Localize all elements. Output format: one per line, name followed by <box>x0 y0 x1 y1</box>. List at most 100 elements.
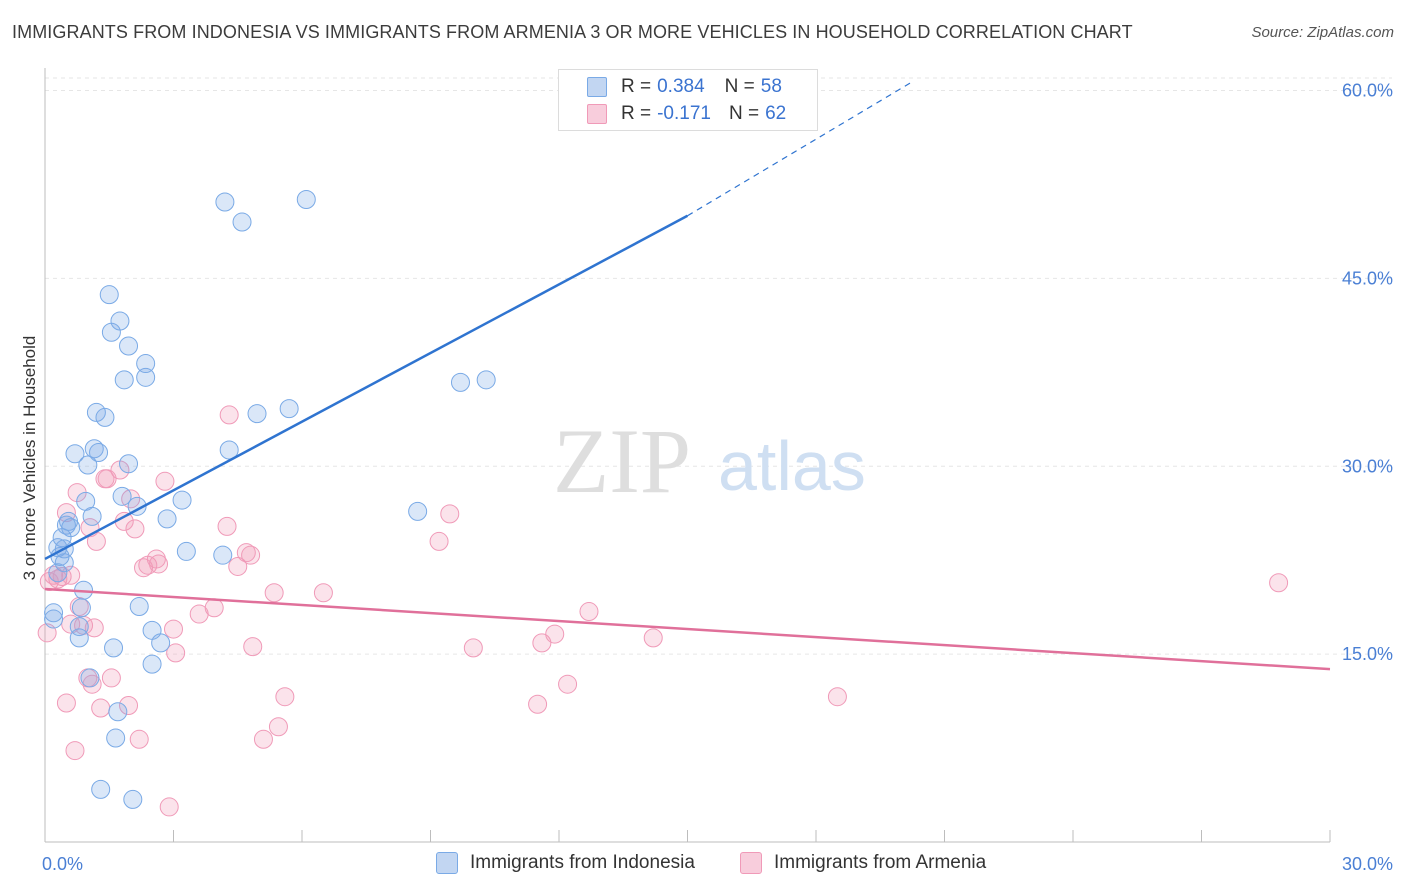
indonesia-point <box>48 563 68 583</box>
armenia-point <box>558 674 578 694</box>
tick-labels: 15.0% 30.0% 45.0% 60.0% 0.0% 30.0% <box>42 81 1393 874</box>
indonesia-point <box>296 189 316 209</box>
indonesia-point <box>129 597 149 617</box>
armenia-point <box>91 698 111 718</box>
legend-row-armenia: R = -0.171 N = 62 <box>587 101 786 127</box>
armenia-legend-swatch <box>740 852 762 874</box>
indonesia-point <box>136 354 156 374</box>
indonesia-point <box>71 598 91 618</box>
watermark-atlas: atlas <box>718 427 866 505</box>
indonesia-point <box>123 789 143 809</box>
indonesia-point <box>69 617 89 637</box>
armenia-point <box>827 687 847 707</box>
indonesia-point <box>91 779 111 799</box>
armenia-point <box>313 583 333 603</box>
indonesia-point <box>80 668 100 688</box>
legend-row-indonesia: R = 0.384 N = 58 <box>587 74 782 100</box>
armenia-point <box>164 619 183 639</box>
indonesia-point <box>78 455 98 475</box>
indonesia-point <box>476 370 496 390</box>
indonesia-point <box>247 404 267 424</box>
armenia-legend-label: Immigrants from Armenia <box>774 852 987 873</box>
legend-r-value: 0.384 <box>657 76 705 97</box>
indonesia-point <box>219 440 239 460</box>
indonesia-point <box>44 603 64 623</box>
trend-lines <box>44 82 1331 671</box>
armenia-point <box>545 624 565 644</box>
armenia-point <box>429 531 449 551</box>
armenia-point <box>643 628 663 648</box>
indonesia-point <box>279 399 299 419</box>
indonesia-trend-line <box>44 214 689 561</box>
armenia-point <box>579 602 599 622</box>
armenia-point <box>253 729 273 749</box>
correlation-legend: R = 0.384 N = 58 R = -0.171 N = 62 <box>558 69 818 131</box>
armenia-point <box>228 556 248 576</box>
armenia-point <box>275 687 295 707</box>
indonesia-point <box>108 702 128 722</box>
armenia-point <box>84 618 104 638</box>
armenia-point <box>268 717 288 737</box>
indonesia-point <box>408 501 428 521</box>
y-tick-label: 60.0% <box>1342 81 1393 101</box>
armenia-point <box>463 638 483 658</box>
legend-r-value: -0.171 <box>657 103 711 124</box>
armenia-point <box>65 741 85 761</box>
armenia-point <box>155 471 175 491</box>
indonesia-point <box>89 442 109 462</box>
indonesia-legend-label: Immigrants from Indonesia <box>470 852 695 873</box>
indonesia-point <box>142 654 162 674</box>
indonesia-point <box>54 553 74 573</box>
watermark-zip: ZIP <box>553 410 691 512</box>
armenia-trend-line <box>44 587 1331 671</box>
armenia-point <box>101 668 121 688</box>
armenia-point <box>166 643 186 663</box>
axes <box>44 68 1331 843</box>
legend-n-value: 58 <box>760 76 782 97</box>
indonesia-point <box>110 311 130 331</box>
armenia-point <box>528 694 548 714</box>
armenia-point <box>56 693 76 713</box>
x-tick-label: 30.0% <box>1342 854 1393 874</box>
chart-title: IMMIGRANTS FROM INDONESIA VS IMMIGRANTS … <box>12 22 1133 42</box>
indonesia-point <box>114 370 134 390</box>
indonesia-point <box>119 336 139 356</box>
y-tick-label: 30.0% <box>1342 456 1393 476</box>
source-credit: Source: ZipAtlas.com <box>1251 24 1394 41</box>
armenia-point <box>125 519 145 539</box>
indonesia-point <box>157 509 177 529</box>
armenia-swatch <box>587 104 607 124</box>
armenia-point <box>149 554 169 574</box>
indonesia-point <box>82 506 102 526</box>
indonesia-point <box>95 407 115 427</box>
armenia-point <box>236 543 256 563</box>
indonesia-point <box>69 628 89 648</box>
bottom-legend-indonesia: Immigrants from Indonesia <box>436 852 695 874</box>
indonesia-point <box>136 367 156 387</box>
legend-n-value: 62 <box>765 103 787 124</box>
indonesia-point <box>213 545 233 565</box>
x-tick-label: 0.0% <box>42 854 83 874</box>
legend-n-label: N = <box>728 103 760 124</box>
watermark: ZIP atlas <box>553 410 866 512</box>
armenia-point <box>440 504 460 524</box>
armenia-point <box>119 695 139 715</box>
indonesia-point <box>215 192 235 212</box>
indonesia-swatch <box>587 77 607 97</box>
y-tick-label: 15.0% <box>1342 644 1393 664</box>
indonesia-points <box>44 189 496 809</box>
armenia-point <box>204 598 224 618</box>
indonesia-point <box>119 454 139 474</box>
armenia-point <box>159 797 179 817</box>
indonesia-point <box>172 490 192 510</box>
armenia-point <box>219 405 239 425</box>
indonesia-legend-swatch <box>436 852 458 874</box>
armenia-point <box>243 637 263 657</box>
indonesia-point <box>104 638 124 658</box>
indonesia-point <box>44 609 64 629</box>
armenia-point <box>264 583 284 603</box>
armenia-point <box>217 516 237 536</box>
legend-n-label: N = <box>724 76 755 97</box>
y-axis-label: 3 or more Vehicles in Household <box>20 336 39 581</box>
